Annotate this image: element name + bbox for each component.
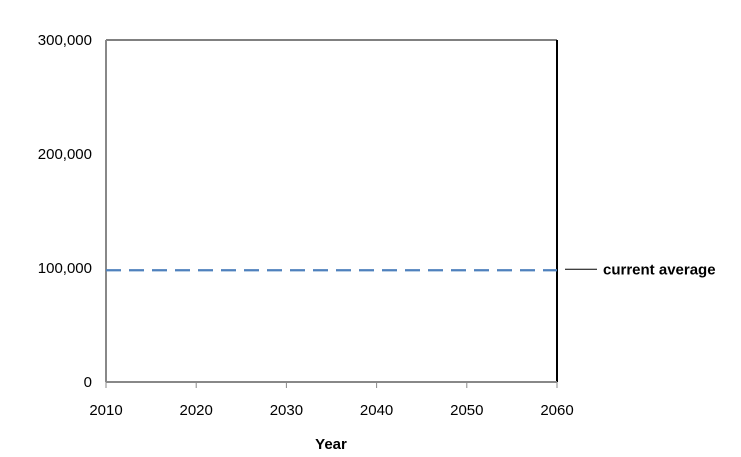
x-axis: 2010 2020 2030 2040 2050 2060 — [89, 382, 574, 419]
x-tick-label: 2060 — [540, 402, 573, 419]
y-tick-label: 100,000 — [38, 260, 92, 277]
annotation: current average — [565, 261, 716, 278]
x-tick-label: 2050 — [450, 402, 483, 419]
x-axis-title: Year — [315, 436, 347, 453]
x-tick-label: 2040 — [360, 402, 393, 419]
x-tick-label: 2020 — [180, 402, 213, 419]
y-tick-label: 0 — [84, 374, 92, 391]
y-axis: 0 100,000 200,000 300,000 — [38, 32, 92, 391]
y-tick-label: 300,000 — [38, 32, 92, 49]
annotation-label: current average — [603, 261, 716, 278]
x-tick-label: 2030 — [270, 402, 303, 419]
plot-area — [105, 39, 558, 383]
x-tick-label: 2010 — [89, 402, 122, 419]
y-tick-label: 200,000 — [38, 146, 92, 163]
